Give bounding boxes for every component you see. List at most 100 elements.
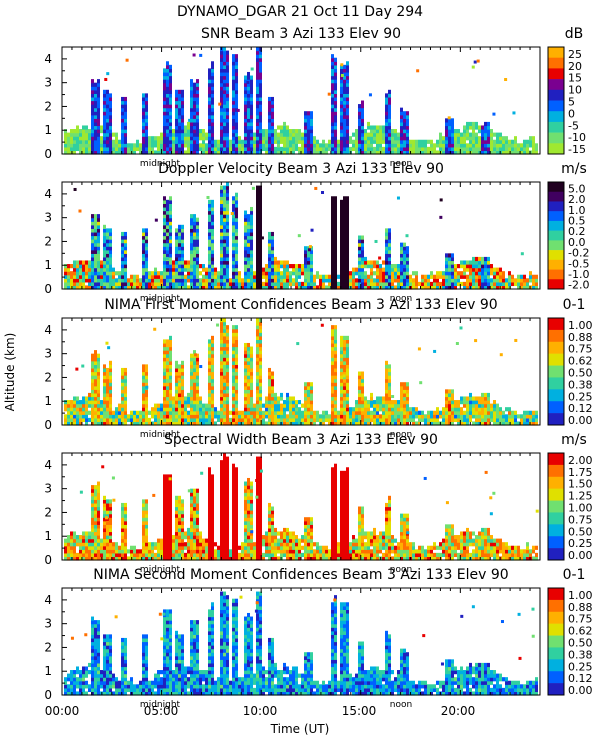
echo-cell xyxy=(307,129,310,134)
echo-cell xyxy=(166,118,169,123)
echo-cell xyxy=(205,403,208,408)
echo-cell xyxy=(400,271,403,276)
echo-cell xyxy=(496,267,499,272)
echo-cell xyxy=(217,146,220,152)
echo-cell xyxy=(85,271,88,276)
echo-cell xyxy=(178,421,181,426)
echo-cell xyxy=(388,125,391,130)
echo-cell xyxy=(346,146,349,152)
echo-cell xyxy=(220,239,223,244)
echo-cell xyxy=(478,264,481,269)
echo-cell xyxy=(310,121,313,127)
echo-cell xyxy=(304,260,307,265)
echo-cell xyxy=(226,396,229,401)
echo-cell xyxy=(274,278,277,283)
echo-cell xyxy=(358,400,361,405)
echo-cell xyxy=(103,267,106,272)
echo-cell xyxy=(256,403,259,408)
echo-cell xyxy=(274,281,277,287)
echo-cell xyxy=(124,125,127,130)
echo-cell xyxy=(184,281,187,287)
echo-cell xyxy=(175,274,178,279)
echo-cell xyxy=(487,146,490,152)
echo-cell xyxy=(85,146,88,152)
echo-cell xyxy=(250,231,253,237)
echo-cell xyxy=(220,235,223,240)
echo-cell xyxy=(334,274,337,279)
echo-cell xyxy=(265,421,268,426)
echo-cell xyxy=(148,271,151,276)
echo-cell xyxy=(466,260,469,265)
echo-cell xyxy=(394,150,397,155)
echo-cell xyxy=(64,264,67,269)
echo-cell xyxy=(70,139,73,144)
echo-cell xyxy=(76,278,79,283)
echo-cell xyxy=(430,417,433,423)
echo-cell xyxy=(331,82,334,87)
echo-cell xyxy=(91,375,94,380)
echo-cell xyxy=(202,417,205,423)
echo-cell xyxy=(337,139,340,144)
echo-cell xyxy=(352,410,355,415)
echo-cell xyxy=(331,107,334,112)
echo-cell xyxy=(142,129,145,134)
echo-cell xyxy=(70,410,73,415)
echo-cell xyxy=(427,150,430,155)
echo-cell xyxy=(367,132,370,137)
echo-cell xyxy=(400,136,403,141)
echo-cell xyxy=(169,350,172,355)
echo-cell xyxy=(196,235,199,240)
echo-cell xyxy=(523,281,526,287)
echo-cell xyxy=(103,239,106,244)
echo-cell xyxy=(472,139,475,144)
echo-cell xyxy=(112,146,115,152)
echo-cell xyxy=(193,89,196,94)
echo-cell xyxy=(211,246,214,251)
echo-cell xyxy=(367,421,370,426)
echo-cell xyxy=(184,143,187,148)
echo-cell xyxy=(190,221,193,226)
echo-cell xyxy=(76,132,79,137)
echo-cell xyxy=(448,129,451,134)
echo-cell xyxy=(442,274,445,279)
echo-cell xyxy=(397,407,400,412)
echo-cell xyxy=(280,403,283,408)
echo-cell xyxy=(133,414,136,419)
echo-cell xyxy=(298,274,301,279)
echo-cell xyxy=(529,274,532,279)
echo-cell xyxy=(469,146,472,152)
echo-cell xyxy=(211,281,214,287)
echo-cell xyxy=(334,400,337,405)
echo-cell xyxy=(451,281,454,287)
echo-cell xyxy=(283,121,286,127)
echo-cell xyxy=(124,253,127,258)
echo-cell xyxy=(382,421,385,426)
echo-cell xyxy=(346,79,349,84)
echo-cell xyxy=(115,132,118,137)
echo-cell xyxy=(457,264,460,269)
echo-cell xyxy=(235,371,238,376)
echo-cell xyxy=(310,264,313,269)
echo-cell xyxy=(64,281,67,287)
echo-cell xyxy=(175,139,178,144)
echo-cell xyxy=(94,150,97,155)
echo-cell xyxy=(481,267,484,272)
echo-cell xyxy=(253,281,256,287)
echo-cell xyxy=(115,139,118,144)
echo-cell xyxy=(88,139,91,144)
echo-cell xyxy=(208,407,211,412)
echo-cell xyxy=(235,378,238,383)
echo-cell xyxy=(178,242,181,247)
echo-cell xyxy=(163,375,166,380)
echo-cell xyxy=(373,410,376,415)
echo-cell xyxy=(190,267,193,272)
echo-cell xyxy=(115,143,118,148)
echo-cell xyxy=(304,274,307,279)
echo-cell xyxy=(223,357,226,362)
echo-cell xyxy=(178,93,181,98)
echo-cell xyxy=(409,407,412,412)
echo-cell xyxy=(328,278,331,283)
echo-cell xyxy=(223,104,226,109)
echo-cell xyxy=(361,114,364,119)
